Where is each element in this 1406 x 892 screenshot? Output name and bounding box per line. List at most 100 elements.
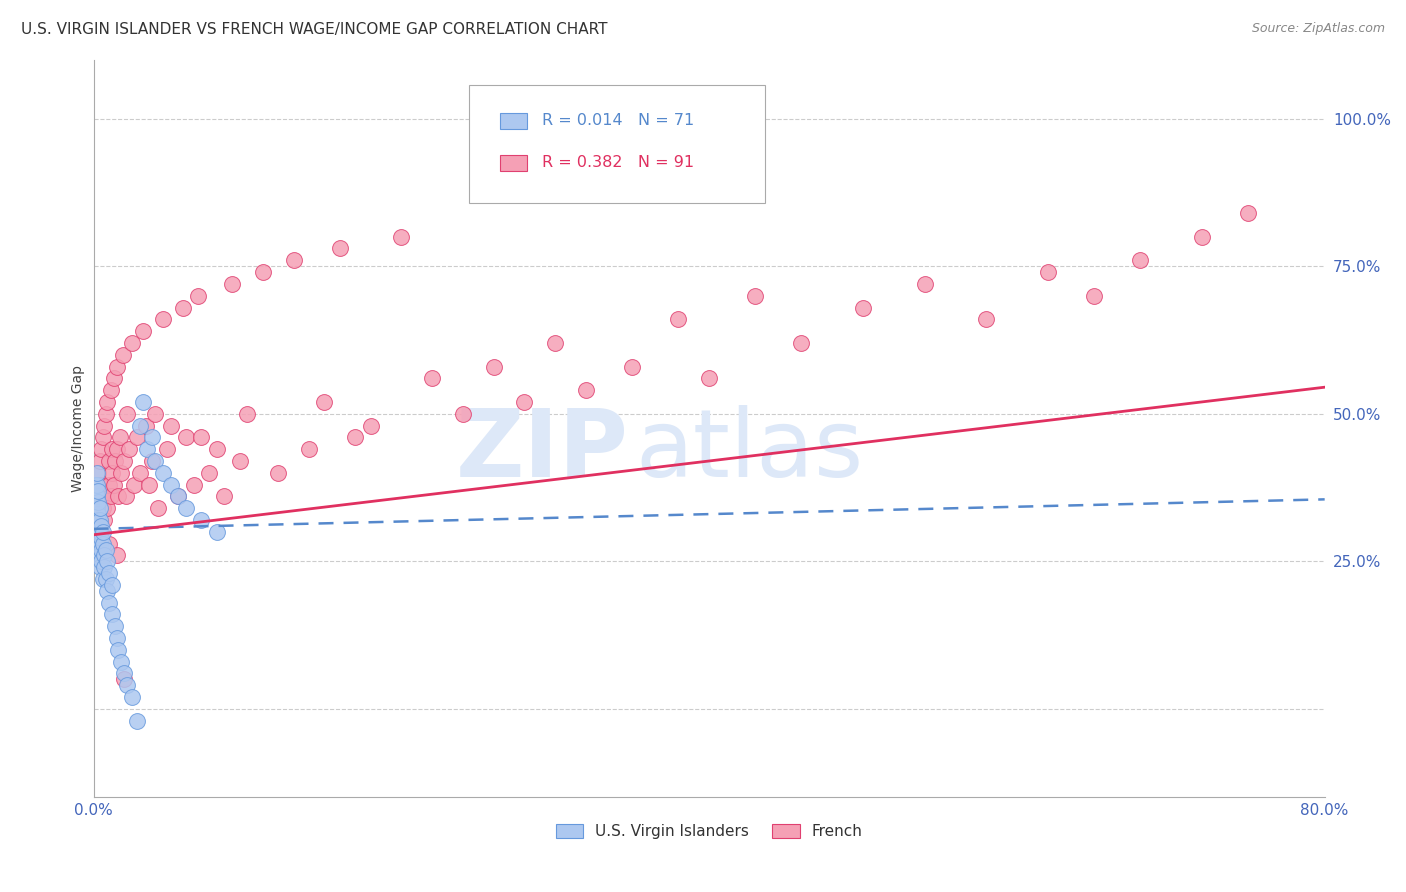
Point [914,277,936,291]
Point [86,524,108,539]
Point [97,596,120,610]
Point [621,359,644,374]
Point [105,359,128,374]
Point [87,507,110,521]
Point [190,430,212,444]
Point [112,673,135,687]
Point [143,454,166,468]
Point [90,554,112,568]
Point [575,383,598,397]
Point [544,335,567,350]
FancyBboxPatch shape [501,112,527,129]
Point [420,371,443,385]
Point [389,229,412,244]
Point [513,395,536,409]
Point [91,501,114,516]
Point [105,631,128,645]
Point [152,466,174,480]
Point [86,490,108,504]
Point [267,466,290,480]
Point [86,513,108,527]
Point [128,418,150,433]
Point [90,524,112,539]
Point [252,265,274,279]
Point [329,242,352,256]
Point [136,442,159,457]
Point [87,524,110,539]
Point [451,407,474,421]
Point [104,454,127,468]
Point [132,324,155,338]
Point [172,301,194,315]
Point [96,554,118,568]
Point [91,536,114,550]
Point [112,666,135,681]
Point [125,714,148,728]
Point [93,560,115,574]
Point [105,549,128,563]
Text: ZIP: ZIP [456,405,628,497]
Point [89,454,111,468]
Point [91,524,114,539]
Point [91,430,114,444]
Point [118,442,141,457]
Point [86,519,108,533]
Point [93,513,115,527]
Point [236,407,259,421]
Point [852,301,875,315]
Point [138,477,160,491]
Point [159,418,181,433]
Point [115,490,138,504]
Point [314,395,336,409]
Point [1236,206,1258,220]
Point [89,560,111,574]
Text: atlas: atlas [636,405,863,497]
Point [141,430,163,444]
Point [93,549,115,563]
Point [90,542,112,557]
Point [89,524,111,539]
Point [89,501,111,516]
Point [90,519,112,533]
Point [94,572,117,586]
Point [198,466,221,480]
Point [97,454,120,468]
FancyBboxPatch shape [470,86,765,203]
Point [86,536,108,550]
Point [84,490,107,504]
Point [84,519,107,533]
Text: Source: ZipAtlas.com: Source: ZipAtlas.com [1251,22,1385,36]
Point [87,495,110,509]
Point [187,289,209,303]
Point [214,490,236,504]
Point [128,466,150,480]
Point [86,507,108,521]
Point [744,289,766,303]
Y-axis label: Wage/Income Gap: Wage/Income Gap [72,365,86,492]
Point [94,542,117,557]
Point [94,407,117,421]
Point [174,501,197,516]
Point [86,477,108,491]
Point [86,495,108,509]
Point [100,383,122,397]
Point [174,430,197,444]
Point [97,536,120,550]
Point [87,531,110,545]
Text: U.S. VIRGIN ISLANDER VS FRENCH WAGE/INCOME GAP CORRELATION CHART: U.S. VIRGIN ISLANDER VS FRENCH WAGE/INCO… [21,22,607,37]
Point [1083,289,1105,303]
Point [190,513,212,527]
Point [105,442,128,457]
Point [86,542,108,557]
Point [100,490,122,504]
Legend: U.S. Virgin Islanders, French: U.S. Virgin Islanders, French [550,818,869,845]
Point [84,495,107,509]
Point [110,655,132,669]
Point [121,690,143,705]
Point [97,566,120,581]
Point [86,501,108,516]
Point [183,477,205,491]
Point [1129,253,1152,268]
Point [87,466,110,480]
Point [148,501,170,516]
